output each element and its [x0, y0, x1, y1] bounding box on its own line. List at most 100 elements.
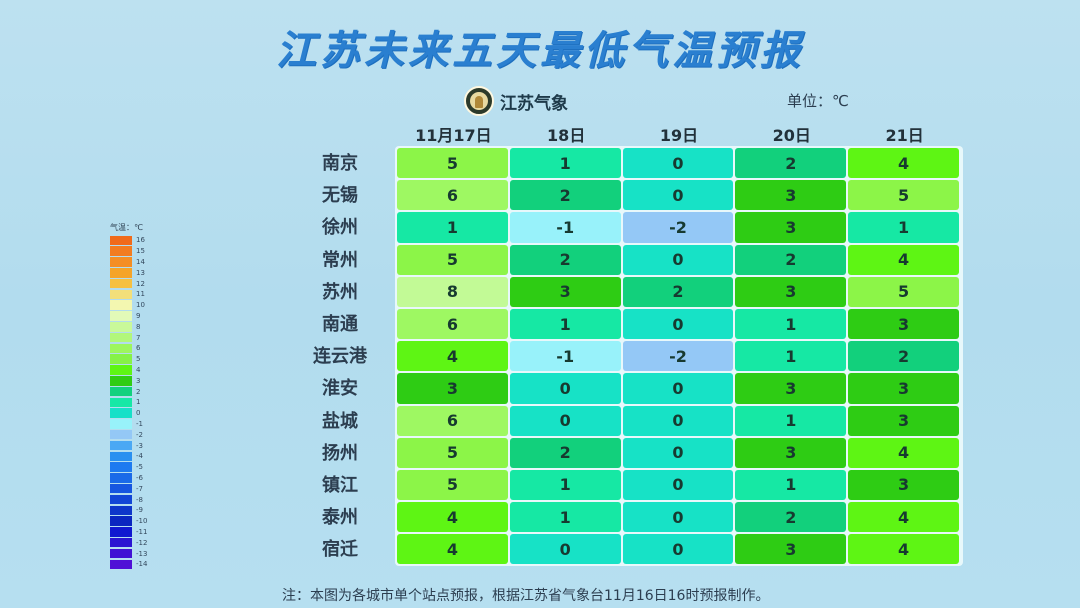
legend-swatch	[110, 257, 132, 267]
legend-item: -7	[110, 483, 147, 494]
table-row: 4 -1 -2 1 2	[397, 341, 961, 372]
legend-label: -14	[136, 560, 148, 569]
page-title: 江苏未来五天最低气温预报	[276, 28, 804, 74]
temperature-cell: -2	[622, 341, 734, 372]
temperature-cell: 0	[622, 502, 734, 533]
legend-label: 10	[136, 301, 145, 310]
legend-label: 9	[136, 311, 141, 320]
temperature-cell: 1	[735, 405, 847, 436]
legend-label: -12	[136, 538, 148, 547]
temperature-cell: 3	[848, 469, 959, 501]
date-header: 21日	[885, 126, 924, 145]
legend-label: -1	[136, 419, 143, 428]
legend-item: 15	[110, 246, 147, 257]
legend-title: 气温：℃	[110, 223, 143, 232]
date-header: 11月17日	[415, 126, 492, 145]
legend-label: 12	[136, 279, 145, 288]
legend-swatch	[110, 462, 132, 472]
temperature-cell: 0	[622, 437, 734, 468]
date-headers: 11月17日 18日 19日 20日 21日	[397, 122, 961, 146]
legend-label: -6	[136, 473, 143, 482]
legend-swatch	[110, 365, 132, 375]
legend-label: 13	[136, 268, 145, 277]
legend-label: -10	[136, 517, 148, 526]
legend-item: 1	[110, 397, 147, 408]
legend-item: 11	[110, 289, 147, 300]
legend-swatch	[110, 332, 132, 343]
legend-label: -9	[136, 506, 143, 515]
city-label: 盐城	[322, 410, 358, 432]
temperature-cell: 2	[848, 341, 959, 372]
legend-item: 9	[110, 311, 147, 322]
legend-item: 8	[110, 321, 147, 332]
legend-label: -4	[136, 452, 143, 461]
legend-swatch	[110, 268, 132, 278]
temperature-cell: -2	[622, 212, 734, 243]
temperature-cell: 4	[397, 341, 508, 372]
temperature-cell: 0	[622, 180, 734, 211]
legend-item: -9	[110, 505, 147, 516]
legend-item: -3	[110, 440, 147, 451]
legend-item: 6	[110, 343, 147, 354]
legend-item: -2	[110, 429, 147, 440]
temperature-cell: 3	[735, 437, 847, 468]
legend-item: 3	[110, 375, 147, 386]
temperature-cell: 6	[397, 180, 508, 211]
legend-item: 2	[110, 386, 147, 397]
temperature-cell: 0	[622, 244, 734, 275]
legend-label: 14	[136, 257, 145, 266]
city-label: 泰州	[322, 507, 358, 529]
legend-item: -12	[110, 537, 147, 548]
temperature-cell: 0	[622, 534, 734, 565]
legend-label: -7	[136, 484, 143, 493]
legend-swatch	[110, 311, 132, 321]
legend-label: -3	[136, 441, 143, 450]
temperature-cell: 2	[622, 276, 734, 307]
footnote: 注：本图为各城市单个站点预报，根据江苏省气象台11月16日16时预报制作。	[282, 588, 770, 604]
date-header: 19日	[659, 126, 699, 145]
city-label: 连云港	[313, 346, 367, 368]
city-label: 淮安	[322, 378, 358, 400]
legend-item: -4	[110, 451, 147, 462]
legend-item: -13	[110, 548, 147, 559]
legend-swatch	[110, 354, 132, 364]
temperature-cell: -1	[509, 341, 621, 372]
legend-swatch	[110, 408, 132, 418]
temperature-cell: 4	[397, 502, 508, 533]
legend-swatch	[110, 419, 132, 429]
temperature-cell: 2	[509, 437, 621, 468]
temperature-cell: 2	[735, 502, 847, 533]
legend-item: 13	[110, 267, 147, 278]
legend-label: -13	[136, 549, 148, 558]
legend-item: -10	[110, 516, 147, 527]
legend-item: -5	[110, 462, 147, 473]
legend-swatch	[110, 386, 132, 397]
temperature-cell: 3	[848, 308, 959, 340]
temperature-cell: 1	[397, 212, 508, 243]
legend-swatch	[110, 548, 132, 559]
legend-swatch	[110, 235, 132, 246]
legend-swatch	[110, 343, 132, 354]
temperature-cell: 1	[509, 148, 621, 179]
temperature-cell: 0	[622, 308, 734, 340]
temperature-cell: 8	[397, 276, 508, 307]
legend-swatch	[110, 246, 132, 256]
legend-label: 11	[136, 290, 145, 299]
brand-name: 江苏气象	[500, 93, 568, 114]
legend-label: -11	[136, 527, 148, 536]
legend-label: -8	[136, 495, 143, 504]
city-label: 无锡	[322, 185, 358, 207]
temperature-cell: 3	[848, 373, 959, 404]
temperature-cell: 0	[622, 469, 734, 501]
legend-swatch	[110, 300, 132, 310]
city-labels: 南京 无锡 徐州 常州 苏州 南通 连云港 淮安 盐城 扬州 镇江 泰州 宿迁	[300, 148, 380, 566]
legend-label: 8	[136, 322, 141, 331]
temperature-cell: 1	[848, 212, 959, 243]
